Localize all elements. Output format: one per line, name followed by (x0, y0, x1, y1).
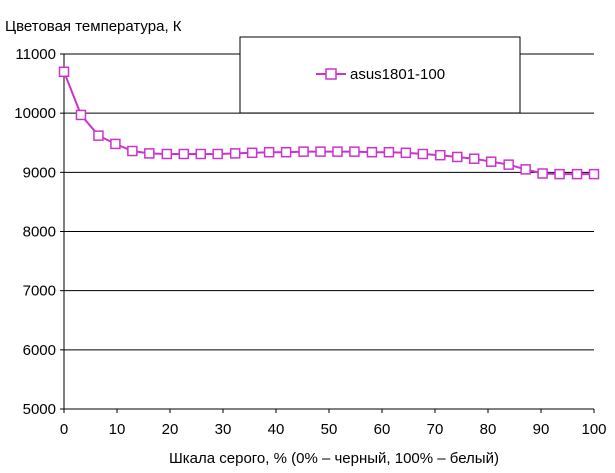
data-point (229, 148, 241, 159)
data-point (435, 149, 446, 161)
y-tick-label: 11000 (15, 46, 56, 63)
legend-marker (325, 68, 337, 80)
y-tick-label: 5000 (23, 401, 56, 418)
data-point (298, 146, 309, 157)
data-point (520, 164, 531, 175)
legend-box (239, 36, 521, 114)
series-group (58, 66, 600, 180)
y-tick-label: 10000 (14, 105, 56, 122)
x-tick-label: 20 (162, 421, 179, 438)
data-point (212, 148, 223, 160)
y-tick-label: 8000 (23, 224, 56, 241)
data-point (280, 146, 292, 158)
data-point (417, 148, 429, 160)
data-point (332, 146, 343, 157)
data-point (468, 153, 480, 164)
x-tick-label: 30 (215, 421, 232, 438)
x-tick-label: 40 (268, 421, 285, 438)
data-point (366, 146, 378, 158)
y-tick-label: 7000 (23, 283, 56, 300)
x-tick-label: 100 (581, 421, 606, 438)
x-tick-label: 90 (533, 421, 550, 438)
data-point (349, 146, 360, 157)
data-point (452, 151, 463, 163)
data-point (315, 146, 326, 157)
data-point (263, 146, 275, 158)
data-point (571, 168, 583, 180)
data-point (503, 159, 514, 170)
data-point (161, 148, 173, 160)
data-point (178, 148, 190, 160)
data-point (383, 146, 395, 158)
data-point (127, 145, 138, 157)
y-tick-labels: 5000 6000 7000 8000 9000 10000 11000 (14, 46, 56, 418)
x-tick-label: 50 (321, 421, 338, 438)
data-point (110, 138, 121, 150)
legend-label: asus1801-100 (350, 66, 445, 83)
data-point (537, 168, 548, 179)
chart-title: Цветовая температура, К (5, 18, 182, 35)
data-point (554, 168, 565, 180)
x-tick-label: 10 (109, 421, 126, 438)
x-tick-label: 70 (427, 421, 444, 438)
data-point (75, 109, 87, 121)
data-point (195, 148, 206, 160)
axes (60, 53, 595, 413)
x-tick-label: 80 (480, 421, 497, 438)
data-point (93, 130, 104, 141)
y-tick-label: 9000 (23, 164, 56, 181)
x-axis-label: Шкала серого, % (0% – черный, 100% – бел… (169, 450, 499, 467)
x-tick-label: 60 (374, 421, 391, 438)
data-point (58, 66, 70, 77)
legend: asus1801-100 (239, 36, 521, 114)
data-point (144, 148, 155, 159)
y-tick-label: 6000 (23, 342, 56, 359)
data-point (246, 147, 258, 159)
x-tick-labels: 0 10 20 30 40 50 60 70 80 90 100 (60, 421, 607, 438)
data-point (400, 147, 412, 159)
data-point (588, 168, 600, 180)
x-tick-label: 0 (60, 421, 68, 438)
data-point (485, 156, 497, 167)
